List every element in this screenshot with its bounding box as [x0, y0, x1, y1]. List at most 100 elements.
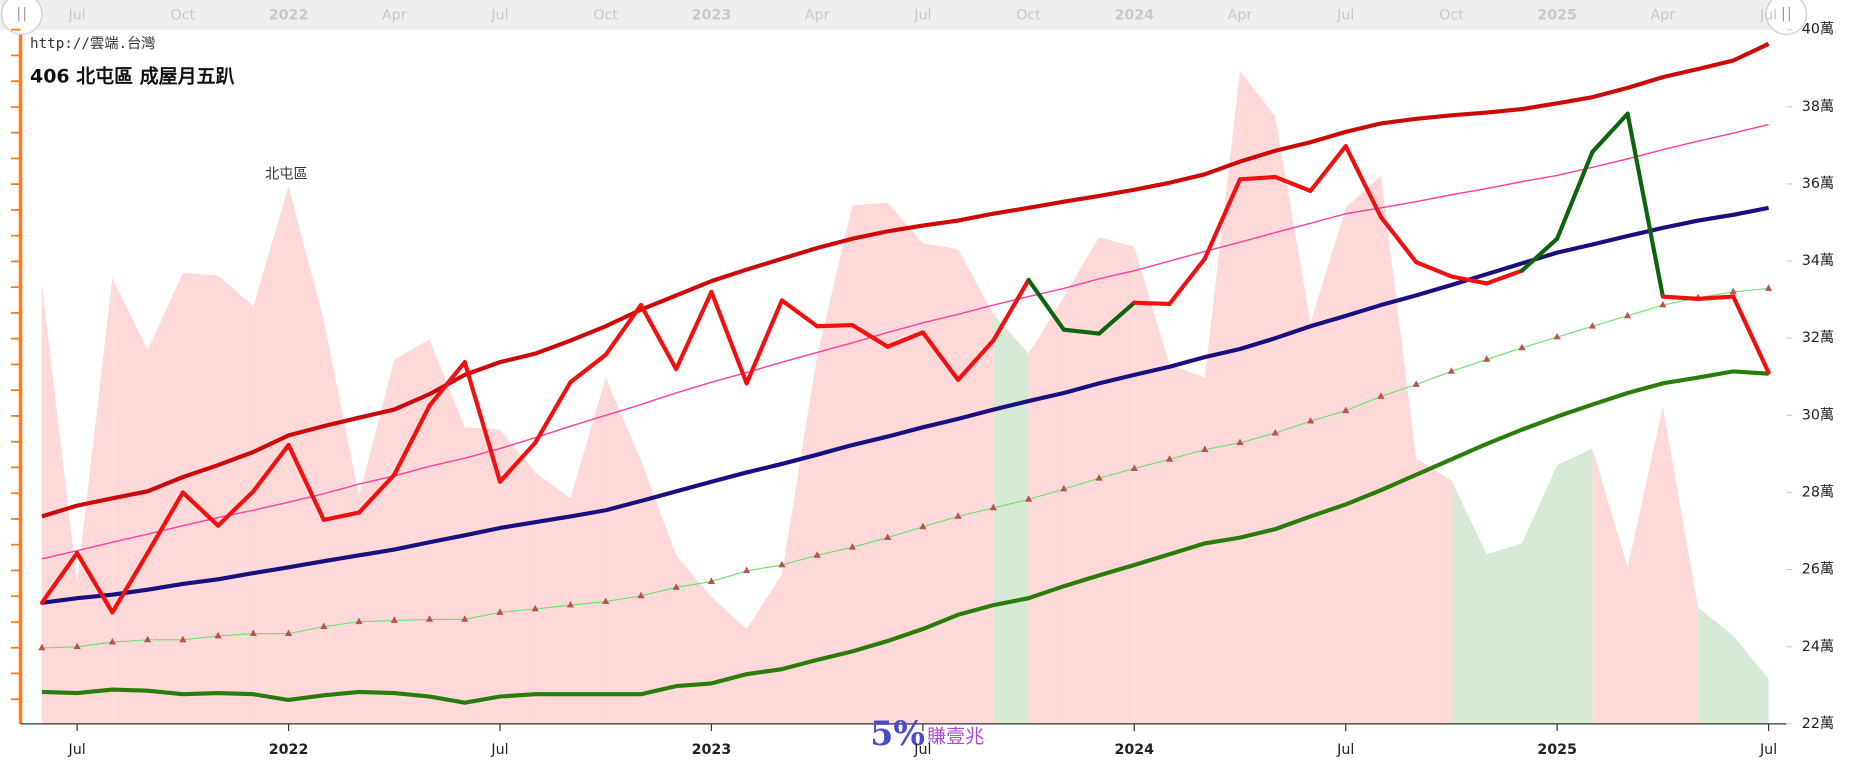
area-segment [499, 429, 536, 724]
y-tick-label: 24萬 [1802, 638, 1834, 655]
area-segment [535, 472, 571, 724]
area-segment [1134, 246, 1170, 724]
marker [1412, 380, 1420, 387]
area-segment [605, 377, 641, 724]
marker [778, 560, 786, 568]
line-segment [1731, 294, 1771, 375]
area-segment [1733, 635, 1769, 724]
line-segment [674, 289, 714, 372]
area-segment [1486, 543, 1522, 724]
area-segment [852, 202, 888, 724]
marker [848, 543, 856, 550]
navigator-label: Jul [1336, 7, 1354, 23]
area-segment [1416, 458, 1452, 724]
line-segment [1449, 274, 1489, 286]
url: http://雲端.台灣 [30, 35, 156, 52]
area-segment [993, 314, 1029, 724]
marker [461, 615, 469, 622]
handle-circle[interactable] [0, 0, 43, 36]
scroll-handle-left[interactable] [0, 0, 43, 36]
marker [73, 642, 81, 650]
marker [566, 600, 575, 608]
marker [390, 616, 398, 623]
y-tick-label: 34萬 [1802, 252, 1834, 269]
area-segment [1627, 406, 1663, 724]
line-segment [497, 440, 538, 484]
x-tick-label: Jul [913, 742, 931, 758]
navigator-label: 2023 [692, 7, 732, 23]
area-segment [1204, 71, 1241, 724]
area-segment [1345, 175, 1381, 724]
watermark-text: 賺壹兆 [927, 725, 984, 747]
area-segment [781, 355, 818, 724]
x-tick-label: 2025 [1537, 742, 1577, 758]
area-segment [922, 243, 959, 724]
marker [813, 551, 821, 558]
area-segment [1698, 607, 1734, 724]
area-segment [1275, 116, 1311, 724]
marker [1201, 445, 1209, 453]
marker [1342, 406, 1350, 414]
marker [954, 512, 962, 519]
marker [108, 637, 116, 645]
y-tick-label: 40萬 [1802, 21, 1834, 38]
marker [637, 591, 645, 599]
navigator-band [0, 0, 1805, 30]
line-segment [356, 472, 397, 515]
marker [355, 617, 363, 625]
handle-circle[interactable] [1765, 0, 1808, 36]
marker [425, 615, 434, 622]
y-tick-label: 30萬 [1802, 406, 1834, 423]
marker [884, 533, 892, 540]
marker [1765, 284, 1773, 291]
line-segment [286, 442, 326, 522]
marker [284, 629, 293, 637]
line-segment [110, 550, 150, 615]
area-segment [253, 186, 289, 724]
area-segment [711, 597, 747, 724]
area-segment [112, 277, 148, 724]
navigator-label: 2025 [1537, 7, 1577, 23]
marker [144, 635, 152, 643]
line-segment [216, 489, 256, 528]
area-segment [359, 359, 395, 724]
line-segment [1167, 256, 1207, 306]
area-segment [464, 427, 500, 724]
line-segment [1519, 236, 1560, 273]
x-tick-label: 2024 [1114, 742, 1154, 758]
area-segment [817, 205, 853, 724]
line-segment [1660, 294, 1701, 301]
marker [1060, 484, 1068, 492]
area-segment [218, 275, 254, 724]
line-segment [1061, 327, 1102, 336]
marker [38, 643, 46, 651]
marker [1447, 367, 1455, 374]
series-line [41, 205, 1769, 605]
area-segment [887, 202, 923, 724]
line-segment [180, 490, 221, 528]
series-line [41, 123, 1769, 560]
x-tick-label: 2022 [269, 742, 309, 758]
marker [919, 522, 927, 530]
line-segment [603, 302, 644, 357]
area-segment [1380, 175, 1417, 724]
area-segment [1028, 296, 1064, 724]
y-tick-label: 36萬 [1802, 175, 1834, 192]
area-segment [1099, 237, 1135, 724]
marker [1729, 287, 1737, 295]
scroll-handle-right[interactable] [1765, 0, 1808, 36]
plot-area [38, 42, 1773, 724]
line-segment [392, 403, 432, 477]
series-line [41, 369, 1769, 705]
navigator-label: Jul [490, 7, 508, 23]
navigator-label: Apr [805, 7, 830, 23]
marker [707, 577, 715, 584]
marker [1588, 322, 1596, 329]
marker [1518, 343, 1526, 351]
area-segment [1662, 406, 1699, 724]
marker [496, 608, 504, 615]
navigator-label: Apr [382, 7, 407, 23]
line-segment [251, 442, 291, 494]
marker [249, 629, 257, 637]
line-segment [1343, 144, 1384, 220]
